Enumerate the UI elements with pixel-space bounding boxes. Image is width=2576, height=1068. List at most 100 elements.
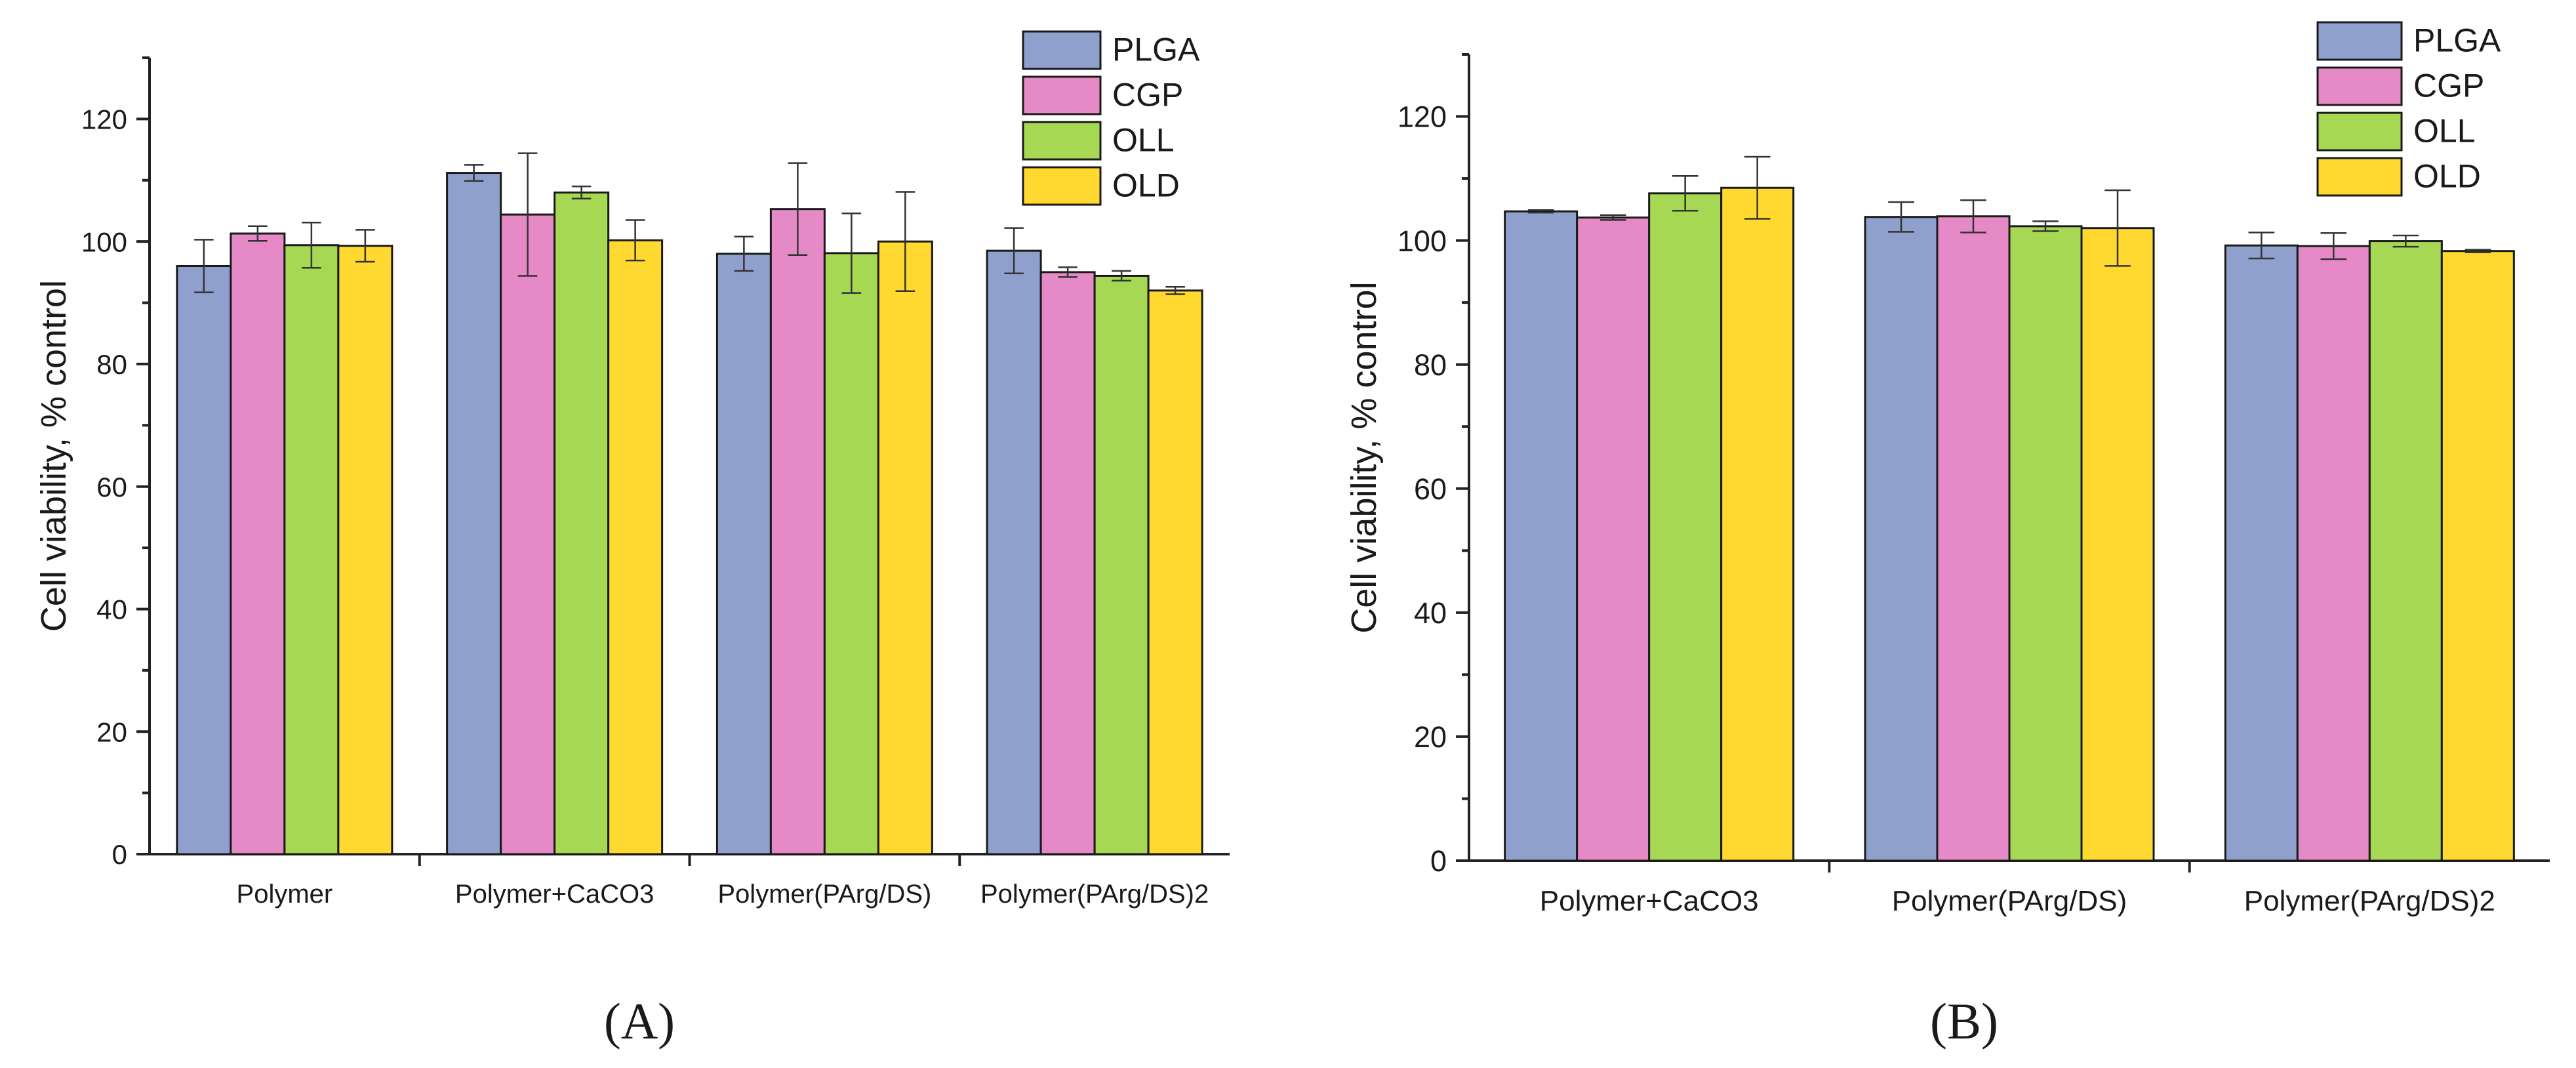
legend-label-plga: PLGA <box>2413 22 2501 58</box>
legend-swatch-oll <box>2316 112 2403 152</box>
bar-oll-2 <box>553 191 610 855</box>
legend-label-plga: PLGA <box>1112 31 1200 68</box>
x-category-label: Polymer(PArg/DS)2 <box>2244 885 2495 917</box>
error-bar-cgp-1 <box>248 225 268 242</box>
error-bar-old-3 <box>895 191 916 293</box>
bar-cgp-2 <box>500 213 556 855</box>
y-tick-label: 60 <box>96 472 127 503</box>
bar-oll-4 <box>1093 274 1150 855</box>
error-bar-oll-4 <box>1112 270 1131 282</box>
error-bar-plga-1 <box>194 239 214 293</box>
bar-old-1 <box>1720 186 1795 862</box>
error-bar-plga-2 <box>464 164 484 182</box>
legend-label-cgp: CGP <box>1112 76 1183 113</box>
bar-oll-3 <box>823 252 879 855</box>
error-bar-cgp-4 <box>1058 266 1077 278</box>
x-category-label: Polymer(PArg/DS)2 <box>980 880 1209 909</box>
y-tick-label: 40 <box>96 594 127 625</box>
panel-label: (A) <box>604 993 675 1050</box>
x-category-label: Polymer+CaCO3 <box>1540 885 1759 917</box>
y-tick-label: 0 <box>112 839 127 870</box>
error-bar-oll-3 <box>2392 234 2419 248</box>
y-tick-label: 40 <box>1414 596 1447 630</box>
y-tick-label: 120 <box>1398 100 1447 134</box>
x-category-label: Polymer <box>237 880 333 909</box>
error-bar-oll-2 <box>2032 220 2059 232</box>
y-tick-label: 80 <box>96 349 127 380</box>
error-bar-old-2 <box>2104 189 2131 267</box>
bar-oll-1 <box>1648 192 1723 862</box>
y-axis-label: Cell viability, % control <box>1344 281 1384 633</box>
legend-swatch-cgp <box>2316 66 2403 106</box>
error-bar-oll-1 <box>1672 175 1699 212</box>
chart-panel-b: 0 20 40 60 80 100 120 Cell viability, % control… <box>1344 21 2550 1050</box>
chart-panel-a: 0 20 40 60 80 100 120 Cell viability, % control… <box>34 30 1230 1050</box>
error-bar-old-1 <box>355 229 375 263</box>
x-category-label: Polymer(PArg/DS) <box>1892 885 2127 917</box>
error-bar-plga-2 <box>1888 201 1914 233</box>
error-bar-old-2 <box>625 219 645 262</box>
legend-swatch-cgp <box>1022 75 1102 115</box>
legend-label-old: OLD <box>2413 157 2481 194</box>
bar-old-1 <box>337 245 393 855</box>
error-bar-old-1 <box>1744 155 1771 220</box>
legend-label-cgp: CGP <box>2413 67 2484 104</box>
y-axis-label: Cell viability, % control <box>34 280 73 632</box>
error-bar-oll-2 <box>571 185 592 200</box>
y-tick-label: 120 <box>81 104 127 135</box>
bar-cgp-1 <box>230 232 286 855</box>
panel-label: (B) <box>1930 993 1998 1050</box>
error-bar-plga-4 <box>1004 227 1024 274</box>
error-bar-cgp-3 <box>788 162 808 256</box>
legend-swatch-plga <box>1022 30 1102 70</box>
x-category-label: Polymer+CaCO3 <box>455 880 654 909</box>
bar-cgp-2 <box>1936 215 2011 862</box>
bar-old-2 <box>607 239 664 855</box>
bar-old-3 <box>2440 250 2515 862</box>
bar-plga-4 <box>986 249 1042 855</box>
error-bar-old-3 <box>2465 249 2491 253</box>
bar-oll-2 <box>2008 225 2083 862</box>
legend-label-oll: OLL <box>1112 121 1175 158</box>
bar-cgp-1 <box>1576 216 1651 862</box>
bar-plga-2 <box>446 172 502 855</box>
legend-label-old: OLD <box>1112 167 1180 203</box>
error-bar-cgp-3 <box>2320 232 2347 260</box>
error-bar-oll-1 <box>302 221 321 269</box>
y-tick-label: 0 <box>1430 844 1447 878</box>
error-bar-cgp-2 <box>517 152 538 277</box>
x-category-label: Polymer(PArg/DS) <box>717 880 931 909</box>
y-tick-label: 100 <box>81 226 127 257</box>
bar-plga-1 <box>1504 210 1579 862</box>
error-bar-cgp-1 <box>1600 214 1626 221</box>
bar-plga-1 <box>176 265 232 855</box>
y-tick-label: 100 <box>1398 224 1447 258</box>
error-bar-cgp-2 <box>1960 199 1986 234</box>
y-tick-label: 20 <box>1414 720 1447 754</box>
bar-cgp-4 <box>1039 271 1096 855</box>
error-bar-plga-1 <box>1527 209 1554 214</box>
bar-old-2 <box>2080 227 2155 862</box>
error-bar-plga-3 <box>2248 232 2275 260</box>
bar-old-4 <box>1147 289 1203 855</box>
y-tick-label: 80 <box>1414 348 1447 382</box>
error-bar-plga-3 <box>734 236 754 272</box>
legend-label-oll: OLL <box>2413 112 2476 149</box>
bar-cgp-3 <box>769 208 826 855</box>
y-tick-label: 20 <box>96 716 127 747</box>
bar-plga-3 <box>2224 244 2299 862</box>
bar-plga-2 <box>1864 216 1939 862</box>
bar-oll-3 <box>2368 240 2443 862</box>
legend-swatch-old <box>1022 166 1102 206</box>
y-tick-label: 60 <box>1414 472 1447 506</box>
bar-plga-3 <box>715 253 772 855</box>
error-bar-old-4 <box>1165 286 1185 295</box>
error-bar-oll-3 <box>841 212 862 294</box>
bar-oll-1 <box>283 244 340 855</box>
legend-swatch-plga <box>2316 21 2403 61</box>
bar-old-3 <box>877 240 933 855</box>
legend-swatch-oll <box>1022 121 1102 161</box>
bar-cgp-3 <box>2296 245 2371 862</box>
legend-swatch-old <box>2316 157 2403 197</box>
